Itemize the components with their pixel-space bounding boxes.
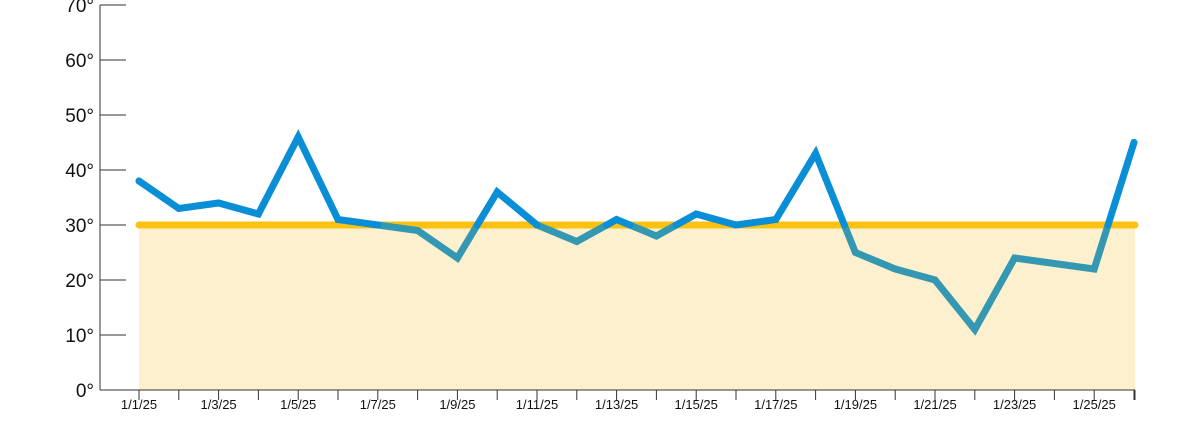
series-layer xyxy=(135,129,1138,336)
data-point xyxy=(1090,265,1098,273)
data-point xyxy=(135,177,143,185)
x-tick-label: 1/11/25 xyxy=(516,397,558,412)
x-tick-label: 1/7/25 xyxy=(360,397,396,412)
x-tick-label: 1/5/25 xyxy=(280,397,316,412)
data-point xyxy=(493,188,501,196)
data-point xyxy=(1011,254,1019,262)
data-point xyxy=(573,238,581,245)
data-point xyxy=(772,216,780,223)
y-tick-label: 40° xyxy=(65,161,94,182)
y-tick-label: 50° xyxy=(65,106,94,127)
data-point xyxy=(453,254,461,262)
data-point xyxy=(215,199,223,207)
series-line-below-threshold xyxy=(374,221,481,263)
data-point xyxy=(1050,260,1058,267)
data-point xyxy=(851,249,859,256)
y-tick-label: 0° xyxy=(76,381,94,402)
x-tick-label: 1/17/25 xyxy=(754,397,797,412)
y-tick-label: 70° xyxy=(65,0,94,17)
x-tick-label: 1/19/25 xyxy=(834,397,877,412)
x-tick-label: 1/15/25 xyxy=(675,397,718,412)
data-point xyxy=(652,232,660,240)
data-point xyxy=(692,210,700,218)
data-point xyxy=(812,150,820,157)
x-tick-label: 1/23/25 xyxy=(993,397,1036,412)
y-tick-label: 30° xyxy=(65,216,94,237)
data-point xyxy=(414,227,422,234)
data-point xyxy=(374,221,382,229)
data-point xyxy=(294,133,302,141)
data-point xyxy=(613,216,621,223)
axes xyxy=(99,4,1136,400)
x-tick-label: 1/3/25 xyxy=(201,397,237,412)
series-line-above-threshold xyxy=(473,186,541,229)
series-line-above-threshold xyxy=(1104,139,1138,229)
threshold-fill-layer xyxy=(139,225,1135,390)
x-tick-label: 1/25/25 xyxy=(1073,397,1116,412)
data-point xyxy=(334,216,342,223)
y-tick-label: 20° xyxy=(65,271,94,292)
series-line-above-threshold xyxy=(672,145,848,229)
tick-labels: 0° 10° 20° 30° 40° 50° 60° 70° 1/1/25 1/3/25 1/5/2… xyxy=(65,0,1116,412)
x-tick-label: 1/1/25 xyxy=(121,397,157,412)
threshold-fill xyxy=(139,225,1135,390)
data-point xyxy=(931,276,939,284)
x-tick-label: 1/9/25 xyxy=(439,397,475,412)
data-point xyxy=(971,326,979,333)
data-point xyxy=(533,221,541,229)
data-point xyxy=(175,205,183,212)
y-tick-label: 60° xyxy=(65,51,94,72)
data-point xyxy=(732,221,740,229)
data-point xyxy=(891,265,899,273)
data-point xyxy=(1130,139,1138,146)
y-tick-label: 10° xyxy=(65,326,94,347)
data-point xyxy=(254,210,262,218)
x-tick-label: 1/21/25 xyxy=(913,397,956,412)
x-tick-label: 1/13/25 xyxy=(595,397,638,412)
